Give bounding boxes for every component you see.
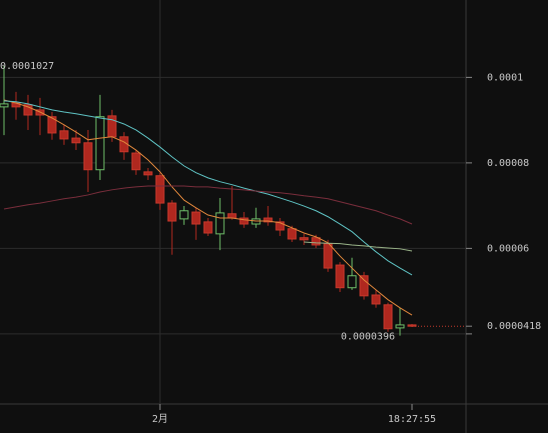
candle-body <box>131 152 141 171</box>
low-label: 0.0000396 <box>341 332 395 343</box>
candle-body <box>335 264 345 289</box>
candle-body <box>239 217 249 225</box>
y-tick-label: 0.00006 <box>487 243 529 254</box>
candle-body <box>155 175 165 204</box>
candle-body <box>371 294 381 305</box>
x-tick-label: 2月 <box>152 413 168 425</box>
last-price-label: 0.0000418 <box>487 321 541 332</box>
candle-body <box>71 137 81 144</box>
candle-body <box>59 130 69 140</box>
candle-body <box>23 104 33 116</box>
candle-body <box>299 237 309 241</box>
y-tick-label: 0.00008 <box>487 158 529 169</box>
candle-body <box>275 221 285 231</box>
indicator-line <box>303 241 413 252</box>
candle-body <box>359 275 369 297</box>
candle-body <box>347 275 357 289</box>
candle-body <box>47 116 57 134</box>
candle-body <box>215 212 225 235</box>
candle-body <box>0 103 9 108</box>
candle-body <box>227 213 237 219</box>
candle-body <box>395 324 405 329</box>
candle-body <box>83 142 93 171</box>
indicator-line <box>3 100 413 276</box>
candle-body <box>311 237 321 246</box>
high-label: 0.0001027 <box>0 61 54 72</box>
indicator-line <box>3 185 413 225</box>
x-tick-label: 18:27:55 <box>388 414 436 425</box>
y-tick-label: 0.0001 <box>487 72 523 83</box>
candle-body <box>143 171 153 176</box>
candle-body <box>191 211 201 225</box>
candle-body <box>383 304 393 330</box>
candle-body <box>179 210 189 220</box>
candle-body <box>167 202 177 222</box>
candle-body <box>323 243 333 269</box>
candle-body <box>95 116 105 171</box>
candle-body <box>203 221 213 234</box>
candle-body <box>263 217 273 223</box>
candle-body <box>287 228 297 240</box>
indicator-line <box>3 99 413 316</box>
